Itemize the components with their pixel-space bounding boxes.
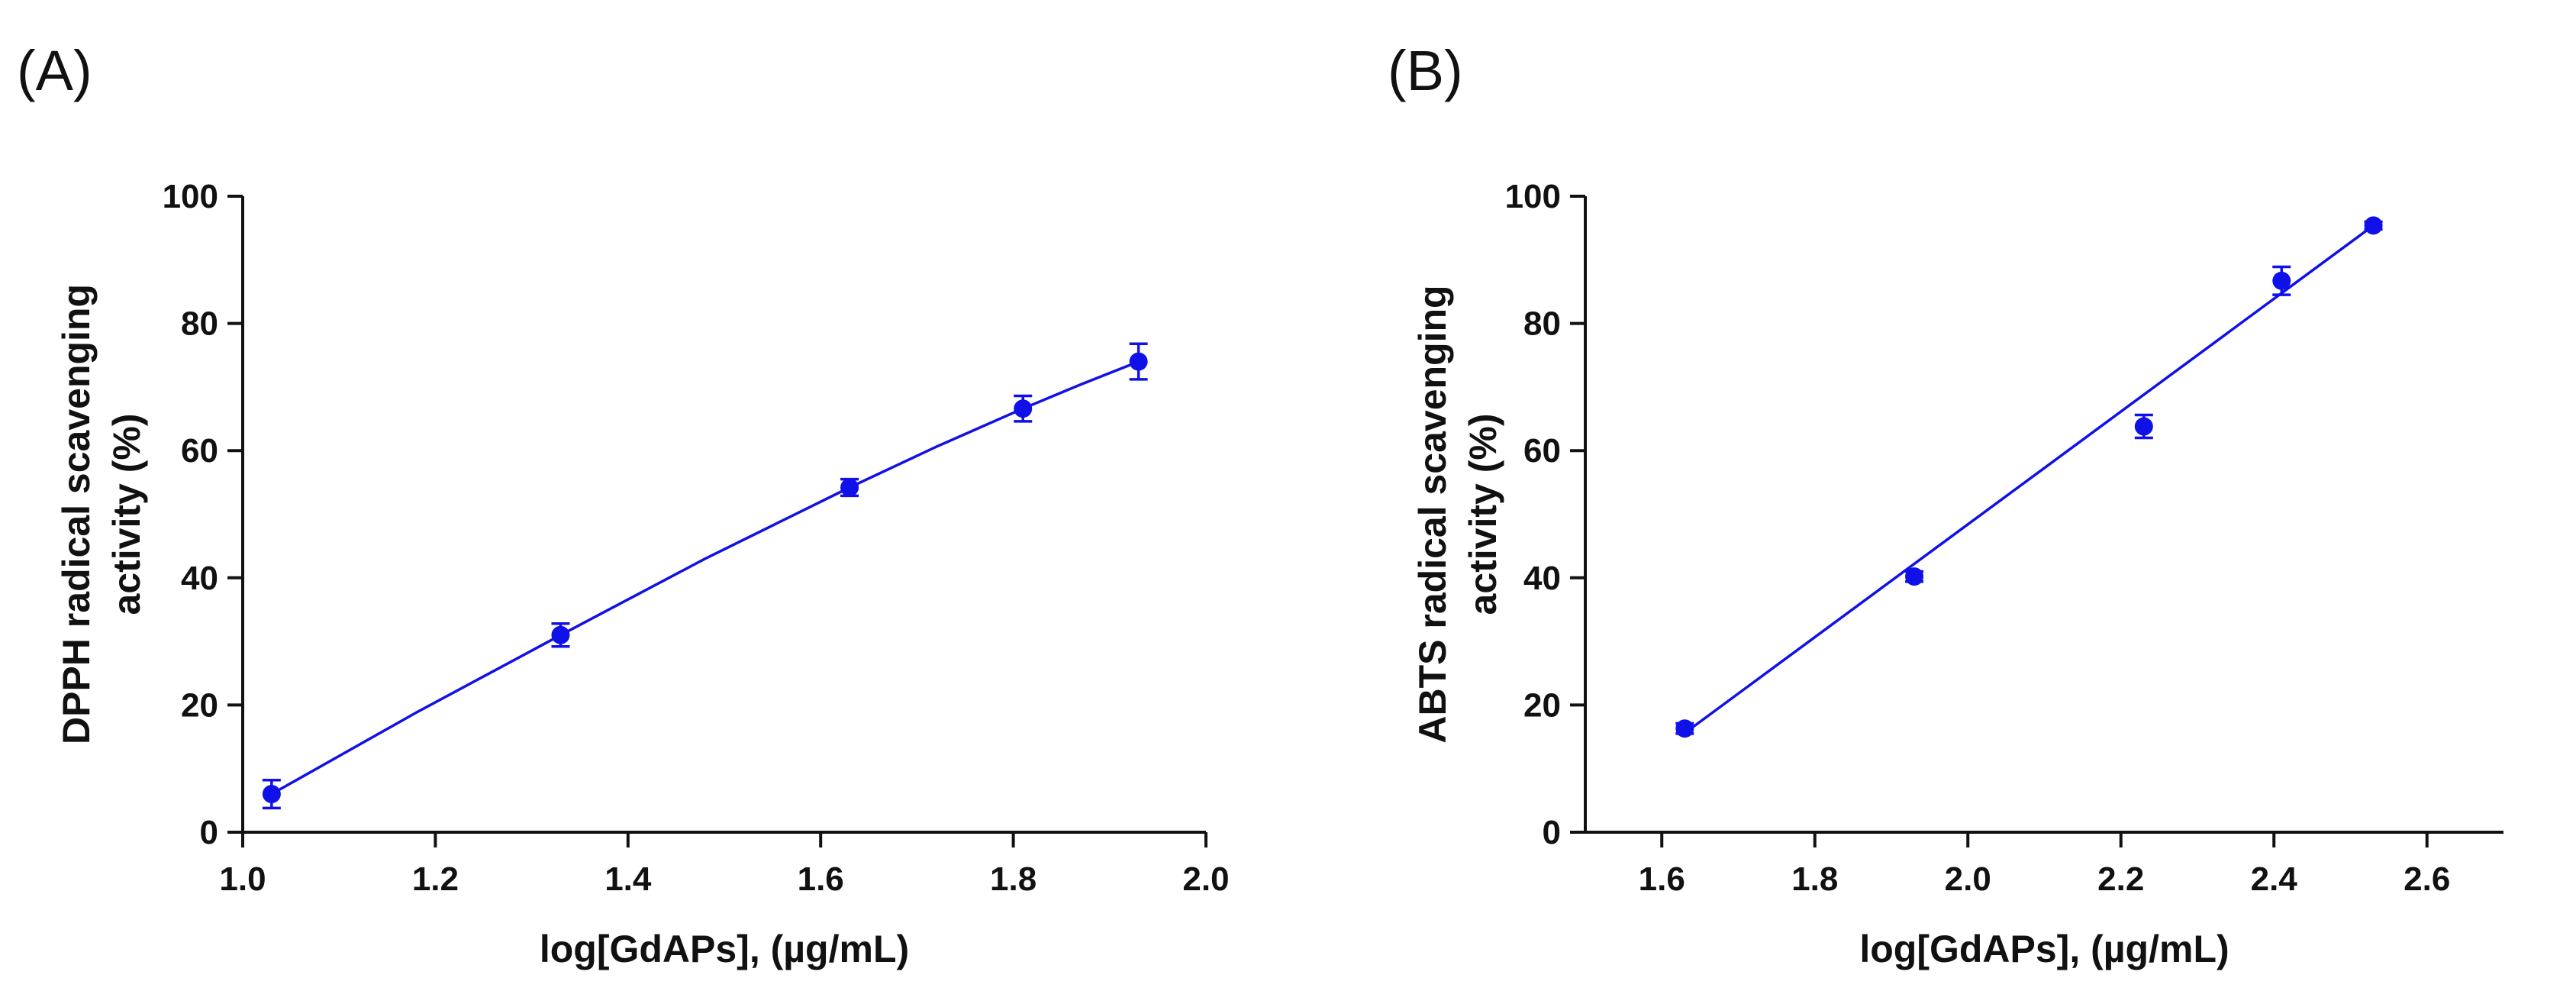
y-tick-label: 60	[181, 432, 218, 470]
data-point	[2134, 417, 2153, 436]
data-point	[2364, 216, 2383, 235]
data-point	[262, 785, 281, 804]
y-tick-label: 40	[1523, 560, 1561, 597]
x-tick-label: 1.6	[798, 860, 844, 898]
panel-a: (A) 1.0 1.2 1.4 1.6 1.8 2.0 0 20 40 60 80 100 log[GdA…	[17, 39, 1230, 970]
x-tick-label: 1.0	[219, 860, 266, 898]
x-tick-label: 1.6	[1639, 860, 1685, 898]
y-tick-label: 100	[1505, 178, 1561, 215]
y-tick-label: 80	[181, 305, 218, 343]
x-tick-label: 1.2	[412, 860, 459, 898]
panel-label: (A)	[17, 39, 92, 102]
data-point	[840, 478, 859, 497]
y-axis-title-line: ABTS radical scavenging	[1411, 285, 1454, 743]
y-tick-label: 20	[1523, 686, 1561, 724]
x-tick-label: 1.8	[1791, 860, 1838, 898]
x-tick-label: 2.0	[1182, 860, 1229, 898]
data-point	[2272, 271, 2291, 290]
x-tick-label: 2.0	[1945, 860, 1991, 898]
data-point	[1129, 352, 1148, 371]
x-axis-title: log[GdAPs], (µg/mL)	[540, 928, 909, 970]
y-tick-label: 60	[1523, 432, 1561, 470]
data-point	[1905, 567, 1924, 586]
y-tick-label: 100	[163, 178, 218, 215]
fit-line	[1684, 224, 2374, 734]
y-axis-title-line: DPPH radical scavenging	[55, 284, 98, 744]
y-tick-label: 80	[1523, 305, 1561, 343]
y-axis-title-line: activity (%)	[1462, 414, 1504, 615]
y-axis-title-line: activity (%)	[105, 414, 148, 615]
x-axis-title: log[GdAPs], (µg/mL)	[1859, 928, 2229, 970]
panel-label: (B)	[1388, 39, 1463, 102]
x-tick-label: 2.2	[2097, 860, 2144, 898]
x-tick-label: 2.6	[2404, 860, 2450, 898]
x-tick-label: 1.4	[605, 860, 652, 898]
y-tick-label: 40	[181, 560, 218, 597]
x-tick-label: 1.8	[990, 860, 1037, 898]
x-tick-label: 2.4	[2251, 860, 2298, 898]
y-tick-label: 0	[1543, 814, 1561, 851]
y-tick-label: 20	[181, 686, 218, 724]
data-point	[551, 625, 570, 644]
y-tick-label: 0	[200, 814, 218, 851]
data-point	[1014, 399, 1033, 418]
data-point	[1675, 719, 1694, 738]
fit-line	[271, 360, 1140, 796]
panel-b: (B) 1.6 1.8 2.0 2.2 2.4 2.6 0 20 40 60 80 100 log[GdA…	[1388, 39, 2503, 970]
